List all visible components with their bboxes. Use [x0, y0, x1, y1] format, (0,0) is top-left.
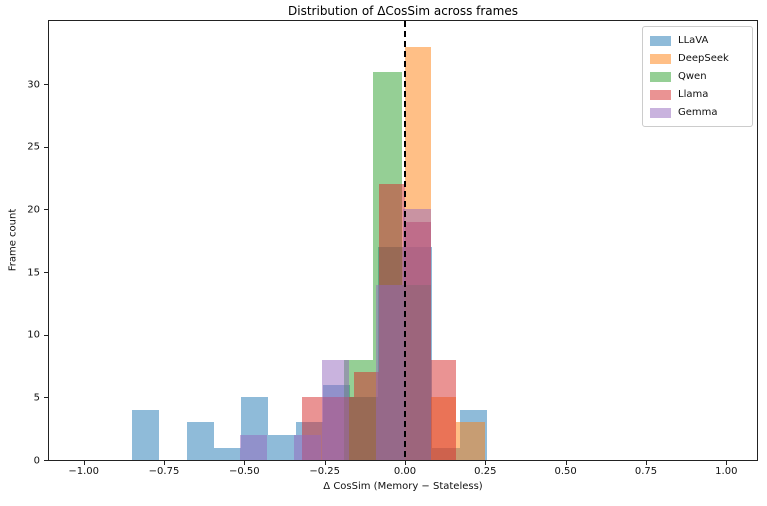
hist-bar-llava: [186, 422, 214, 460]
y-tick-label: 0: [33, 455, 40, 466]
chart-title: Distribution of ΔCosSim across frames: [288, 4, 518, 18]
hist-bar-llava: [268, 434, 296, 460]
legend-entry-gemma: Gemma: [650, 104, 745, 122]
hist-bar-gemma: [239, 434, 267, 460]
hist-bar-gemma: [376, 284, 404, 460]
x-axis-label: Δ CosSim (Memory − Stateless): [323, 481, 483, 492]
y-tick-mark: [44, 84, 48, 86]
hist-bar-llama: [353, 372, 380, 460]
legend-label-deepseek: DeepSeek: [678, 53, 729, 64]
legend-entry-llama: Llama: [650, 86, 745, 104]
legend-swatch-deepseek: [650, 54, 671, 64]
hist-bar-gemma: [294, 434, 322, 460]
zero-reference-line: [404, 21, 406, 460]
plot-area: [48, 20, 758, 461]
x-tick-mark: [244, 461, 246, 465]
y-tick-label: 30: [27, 79, 40, 91]
y-tick-label: 5: [33, 392, 40, 404]
legend-entry-deepseek: DeepSeek: [650, 50, 745, 68]
x-tick-label: −1.00: [68, 466, 100, 477]
x-tick-label: 0.50: [554, 466, 577, 477]
hist-bar-llava: [213, 447, 242, 460]
hist-bar-llama: [430, 359, 457, 460]
hist-bar-gemma: [403, 209, 431, 460]
y-tick-mark: [44, 460, 48, 461]
legend-label-qwen: Qwen: [678, 71, 707, 82]
legend-swatch-qwen: [650, 72, 671, 82]
x-tick-label: 0.00: [393, 466, 417, 477]
x-tick-label: −0.50: [228, 466, 260, 477]
x-tick-mark: [83, 461, 85, 465]
y-tick-mark: [44, 146, 48, 148]
legend: LLaVA DeepSeek Qwen Llama Gemma: [642, 26, 753, 127]
x-tick-label: 1.00: [715, 466, 738, 477]
x-tick-label: 0.25: [474, 466, 497, 477]
y-tick-mark: [44, 272, 48, 274]
legend-swatch-gemma: [650, 108, 671, 118]
x-tick-mark: [726, 461, 728, 465]
y-tick-label: 15: [27, 267, 40, 279]
legend-entry-qwen: Qwen: [650, 68, 745, 86]
legend-swatch-llama: [650, 90, 671, 100]
x-tick-mark: [485, 461, 487, 465]
x-tick-mark: [646, 461, 647, 465]
y-tick-mark: [44, 334, 48, 336]
legend-entry-llava: LLaVA: [650, 32, 745, 50]
legend-swatch-llava: [650, 36, 671, 46]
hist-bar-deepseek: [456, 422, 486, 460]
y-tick-label: 20: [27, 204, 40, 216]
x-tick-mark: [324, 461, 326, 465]
legend-label-llava: LLaVA: [678, 35, 709, 46]
legend-label-gemma: Gemma: [678, 107, 718, 118]
x-tick-label: −0.25: [309, 466, 341, 477]
x-tick-mark: [565, 461, 567, 465]
x-tick-label: 0.75: [634, 466, 658, 477]
hist-bar-llava: [131, 409, 160, 460]
x-tick-mark: [405, 461, 406, 465]
y-tick-label: 25: [27, 141, 40, 153]
x-tick-label: −0.75: [148, 466, 180, 477]
y-tick-mark: [44, 209, 48, 211]
y-tick-label: 10: [27, 329, 40, 341]
x-tick-mark: [164, 461, 165, 465]
y-tick-mark: [44, 397, 48, 399]
hist-bar-gemma: [321, 359, 349, 460]
y-axis-label: Frame count: [7, 208, 19, 272]
legend-label-llama: Llama: [678, 89, 709, 100]
